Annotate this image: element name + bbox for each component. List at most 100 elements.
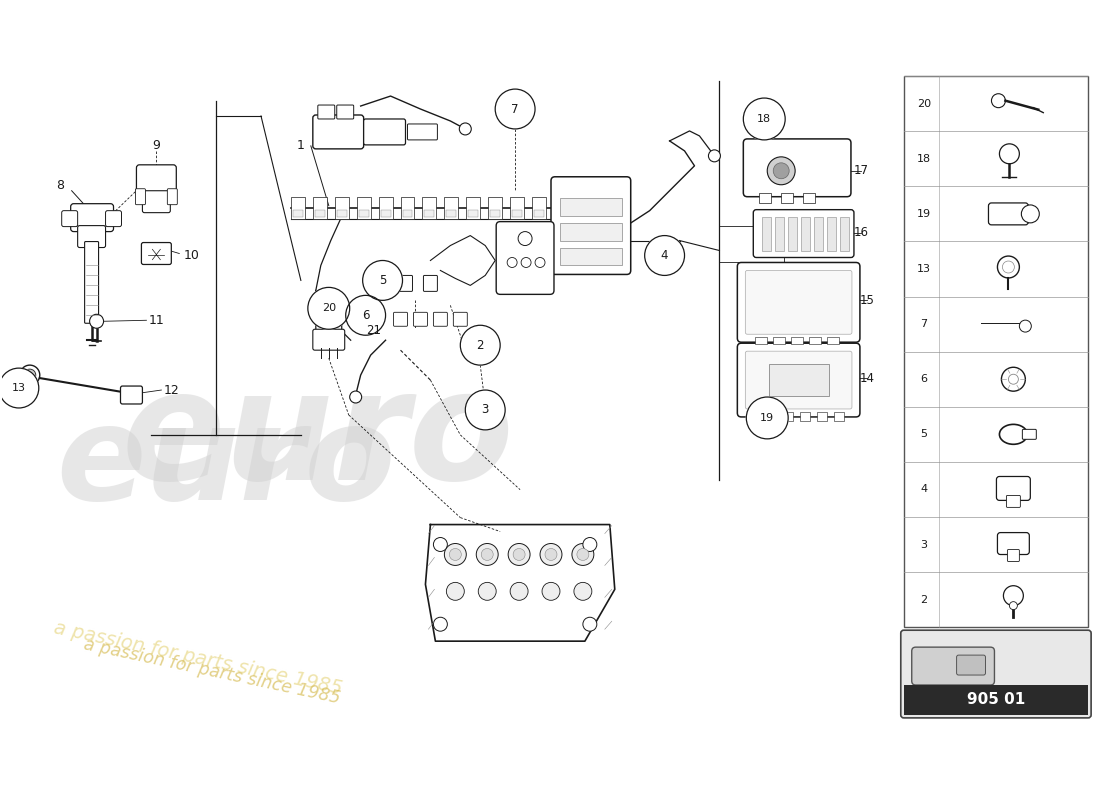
Bar [532,197,546,218]
Bar [315,210,324,217]
Text: 3: 3 [921,539,927,550]
Circle shape [1002,261,1014,273]
Text: 21: 21 [366,324,381,337]
Circle shape [574,582,592,600]
Text: 2: 2 [920,594,927,605]
Bar [840,217,849,250]
FancyBboxPatch shape [374,275,387,291]
Circle shape [460,326,500,365]
FancyBboxPatch shape [496,222,554,294]
Circle shape [1001,367,1025,391]
Circle shape [991,94,1005,108]
Circle shape [495,89,535,129]
FancyBboxPatch shape [78,226,106,247]
Bar [762,217,771,250]
Bar [810,338,821,344]
Bar [800,412,810,421]
FancyBboxPatch shape [62,210,78,226]
Bar [781,193,793,202]
FancyBboxPatch shape [746,270,851,334]
Circle shape [583,618,597,631]
FancyBboxPatch shape [424,275,438,291]
FancyBboxPatch shape [364,119,406,145]
FancyBboxPatch shape [746,351,851,409]
Text: 17: 17 [854,164,868,178]
Circle shape [767,157,795,185]
FancyBboxPatch shape [453,312,468,326]
FancyBboxPatch shape [1022,430,1036,439]
Text: 19: 19 [916,209,931,219]
Circle shape [507,258,517,267]
Circle shape [645,235,684,275]
Text: 13: 13 [916,264,931,274]
Bar [488,197,503,218]
FancyBboxPatch shape [167,189,177,205]
Circle shape [444,543,466,566]
Text: 18: 18 [757,114,771,124]
Polygon shape [426,525,615,641]
Bar [510,197,524,218]
FancyBboxPatch shape [142,242,172,265]
Bar [756,338,767,344]
Text: euro: euro [57,400,396,526]
Text: 13: 13 [12,383,26,393]
Bar [560,198,621,216]
Text: 10: 10 [184,249,199,262]
Bar [422,197,437,218]
Bar [803,193,815,202]
Circle shape [345,295,386,335]
Bar [513,210,522,217]
FancyBboxPatch shape [551,177,630,274]
Bar [312,197,327,218]
Bar [337,210,346,217]
Bar [560,222,621,241]
Bar [491,210,501,217]
Circle shape [572,543,594,566]
FancyBboxPatch shape [998,533,1030,554]
Text: 1: 1 [297,139,305,152]
Bar [827,338,839,344]
Circle shape [1010,602,1018,610]
Text: 15: 15 [859,294,874,307]
FancyBboxPatch shape [901,630,1091,718]
Text: 4: 4 [920,485,927,494]
Circle shape [89,314,103,328]
Text: 14: 14 [859,371,874,385]
FancyBboxPatch shape [136,165,176,197]
FancyBboxPatch shape [957,655,986,675]
FancyBboxPatch shape [316,310,342,334]
Bar [293,210,303,217]
Bar [834,412,844,421]
FancyBboxPatch shape [737,343,860,417]
FancyBboxPatch shape [85,242,99,323]
Circle shape [1020,320,1032,332]
Circle shape [308,287,350,330]
Circle shape [746,397,789,439]
Circle shape [447,582,464,600]
Bar [447,210,456,217]
FancyBboxPatch shape [997,477,1031,501]
Bar [801,217,810,250]
FancyBboxPatch shape [106,210,121,226]
Text: euro: euro [121,362,514,512]
Text: a passion for parts since 1985: a passion for parts since 1985 [52,618,344,698]
Text: 905 01: 905 01 [967,693,1025,707]
Bar [904,685,1088,715]
Circle shape [708,150,720,162]
Circle shape [465,390,505,430]
Text: a passion for parts since 1985: a passion for parts since 1985 [81,636,341,708]
Text: 9: 9 [153,139,161,152]
FancyBboxPatch shape [394,312,407,326]
Circle shape [460,123,471,135]
Bar [827,217,836,250]
Bar [381,210,390,217]
Bar [356,197,371,218]
Circle shape [433,618,448,631]
Bar [334,197,349,218]
Bar [560,247,621,266]
Text: 7: 7 [512,102,519,115]
FancyBboxPatch shape [989,203,1028,225]
FancyBboxPatch shape [744,139,851,197]
Bar [403,210,412,217]
Circle shape [1000,144,1020,164]
